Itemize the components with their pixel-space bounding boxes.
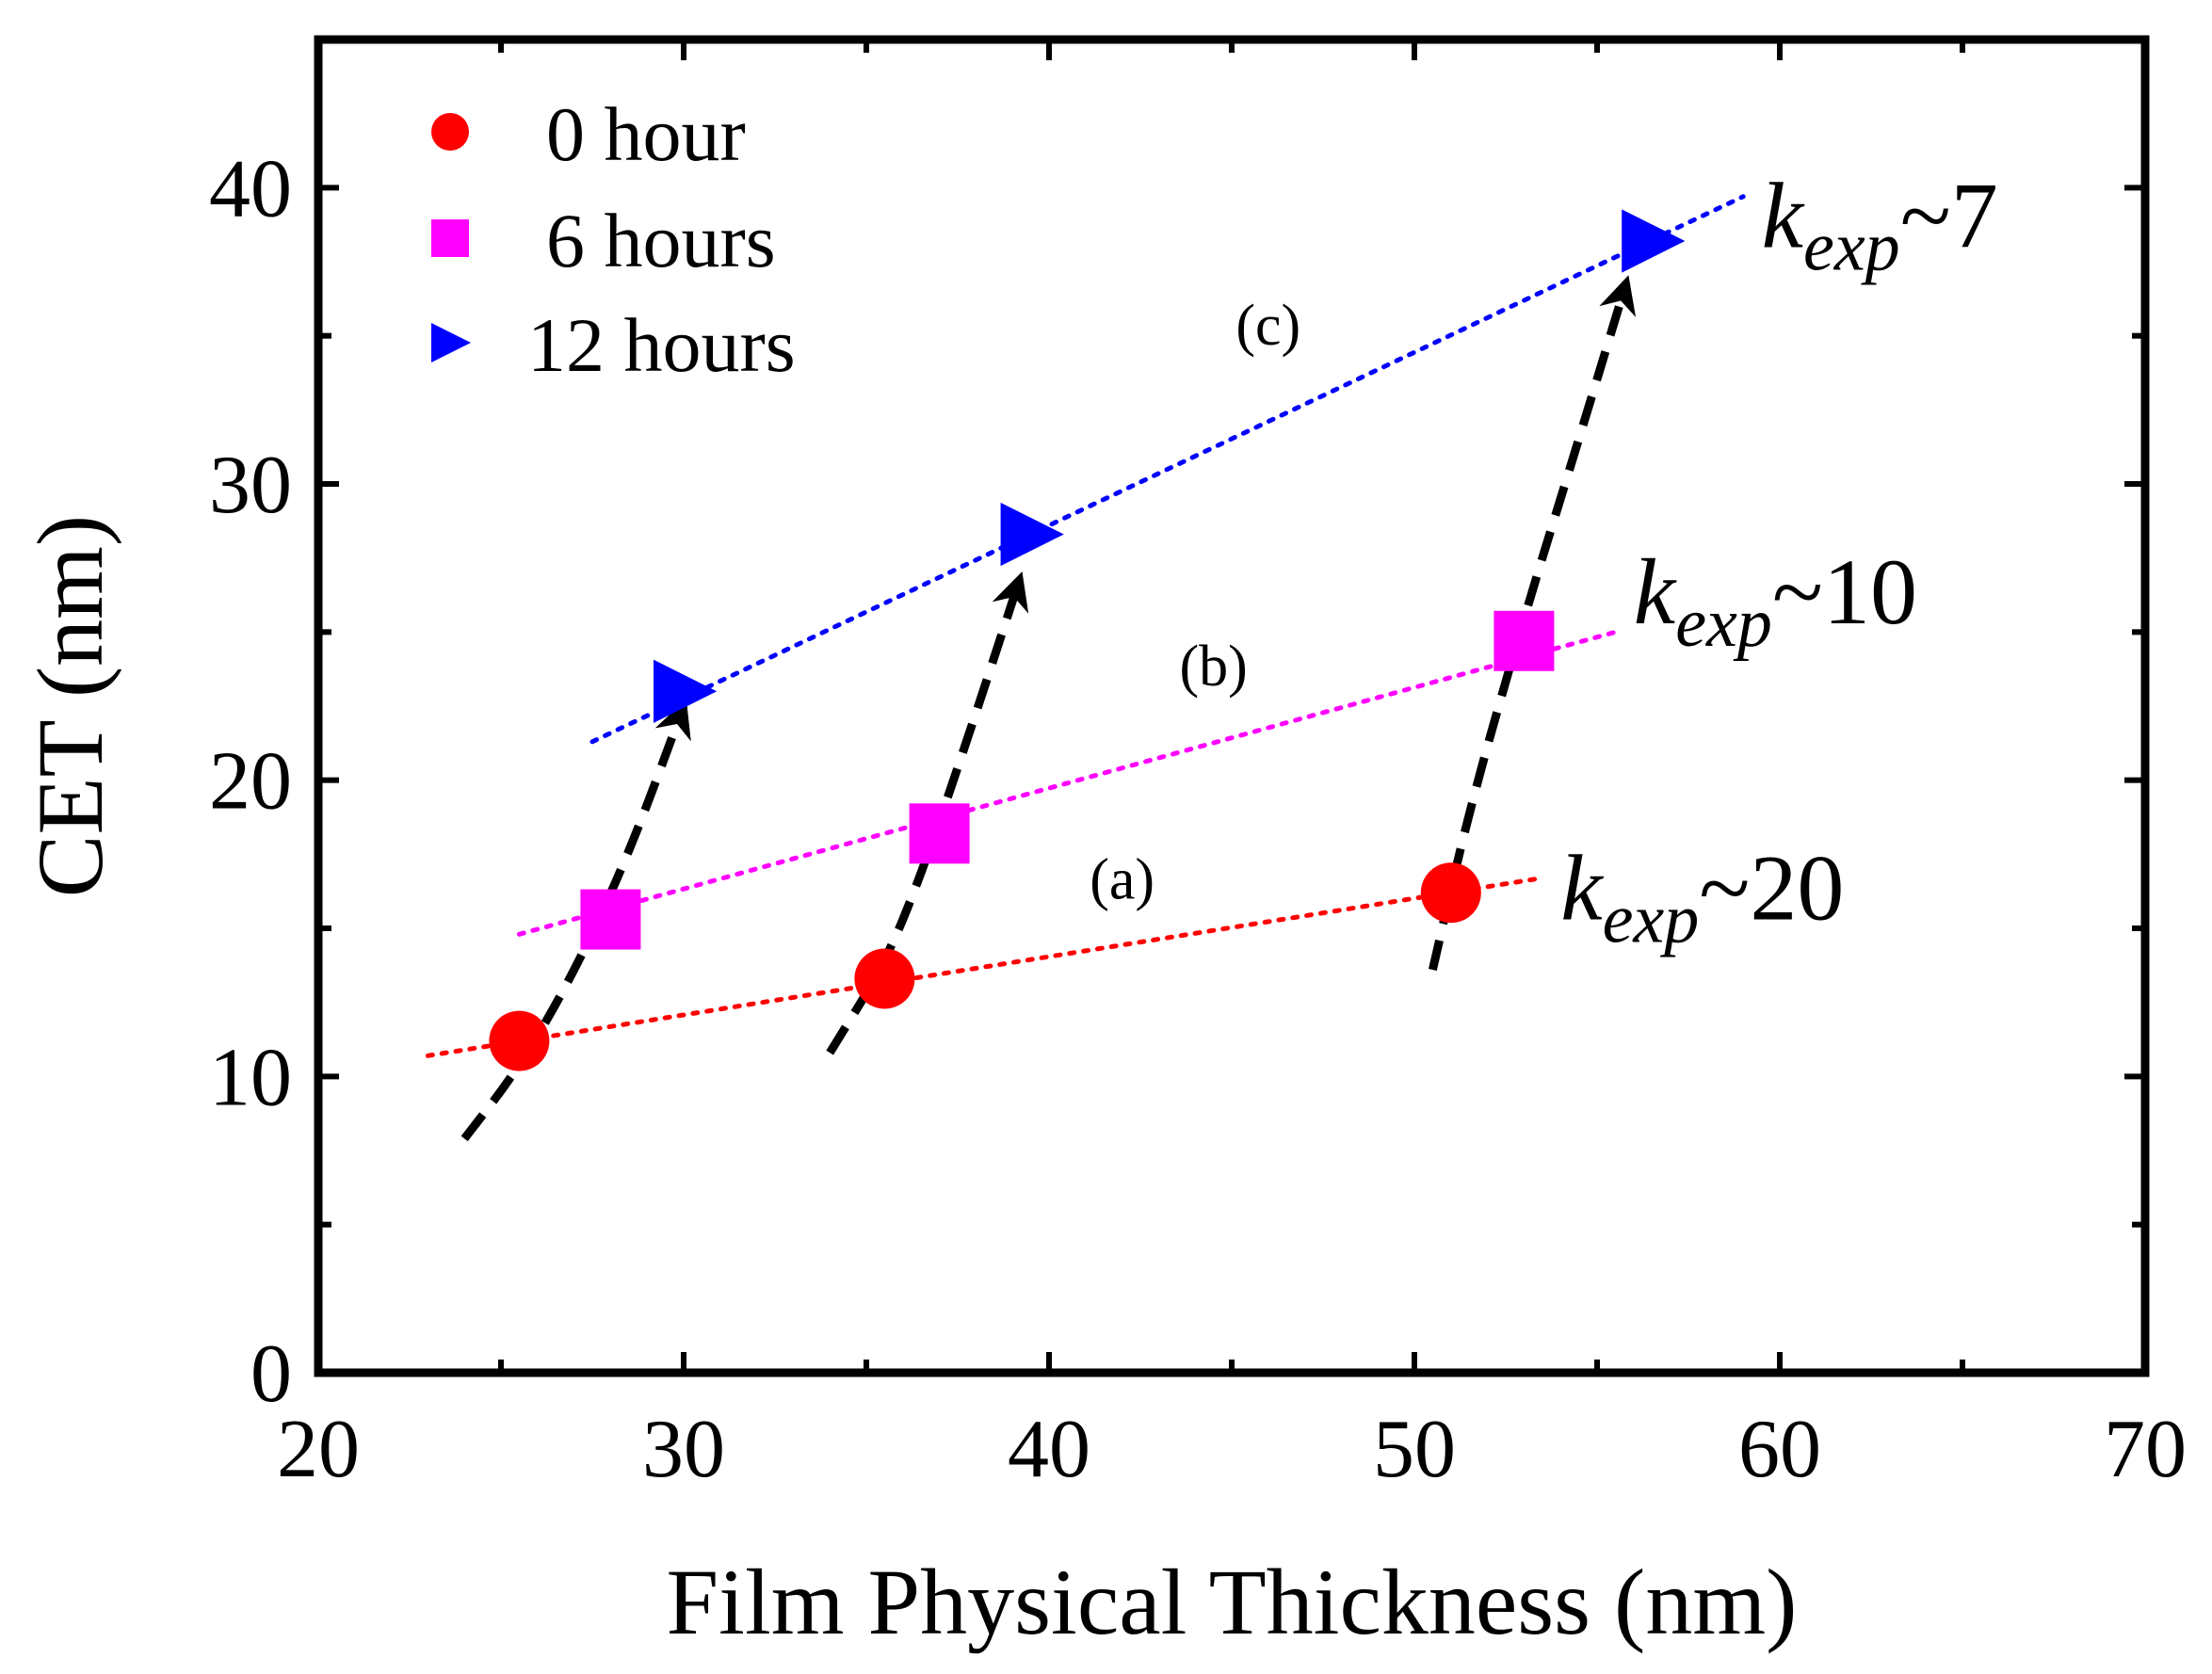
y-tick-label: 10 xyxy=(209,1032,292,1123)
x-tick-label: 20 xyxy=(277,1404,360,1495)
k-label-prefix: k xyxy=(1560,836,1604,941)
k-label-suffix: ~7 xyxy=(1900,163,1998,267)
legend-label-1: 6 hours xyxy=(546,198,776,283)
data-point-0-0 xyxy=(489,1010,550,1071)
y-tick-label: 0 xyxy=(250,1328,292,1420)
legend-marker-1 xyxy=(431,219,469,257)
legend-label-2: 12 hours xyxy=(527,302,796,388)
annotation-0: (a) xyxy=(1090,848,1154,912)
data-point-0-2 xyxy=(1420,862,1481,924)
data-point-1-2 xyxy=(1494,610,1555,671)
x-axis-label: Film Physical Thickness (nm) xyxy=(667,1550,1798,1654)
data-point-2-0 xyxy=(654,659,718,723)
legend-marker-2 xyxy=(431,323,471,362)
k-label-2: kexp~20 xyxy=(1560,836,1844,958)
legend-marker-0 xyxy=(431,113,469,151)
data-point-1-1 xyxy=(909,803,970,864)
y-tick-label: 30 xyxy=(209,440,292,531)
transition-arrow-2 xyxy=(1429,275,1637,972)
data-point-2-1 xyxy=(1000,502,1064,567)
k-label-subscript: exp xyxy=(1603,881,1700,958)
x-tick-label: 50 xyxy=(1373,1404,1456,1495)
k-label-subscript: exp xyxy=(1675,585,1772,662)
k-label-1: kexp~10 xyxy=(1634,539,1917,662)
transition-arrow-0 xyxy=(460,699,691,1142)
k-label-prefix: k xyxy=(1634,539,1677,644)
k-label-suffix: ~20 xyxy=(1699,836,1844,941)
k-label-subscript: exp xyxy=(1803,208,1900,285)
data-point-0-1 xyxy=(854,948,915,1009)
y-tick-label: 40 xyxy=(209,143,292,234)
annotation-2: (c) xyxy=(1235,294,1300,358)
x-tick-label: 70 xyxy=(2104,1404,2187,1495)
x-tick-label: 40 xyxy=(1008,1404,1090,1495)
data-point-1-0 xyxy=(580,889,641,950)
k-label-suffix: ~10 xyxy=(1772,539,1917,644)
y-tick-label: 20 xyxy=(209,736,292,828)
legend-label-0: 0 hour xyxy=(546,91,746,177)
x-tick-label: 60 xyxy=(1738,1404,1821,1495)
y-axis-label: CET (nm) xyxy=(18,515,122,897)
fit-line-1 xyxy=(516,629,1618,937)
fit-line-2 xyxy=(589,194,1746,745)
fit-line-0 xyxy=(425,876,1545,1058)
x-tick-label: 30 xyxy=(642,1404,725,1495)
annotation-1: (b) xyxy=(1179,635,1247,699)
k-label-prefix: k xyxy=(1762,163,1805,267)
data-point-2-2 xyxy=(1622,209,1686,273)
k-label-0: kexp~7 xyxy=(1762,163,1998,285)
